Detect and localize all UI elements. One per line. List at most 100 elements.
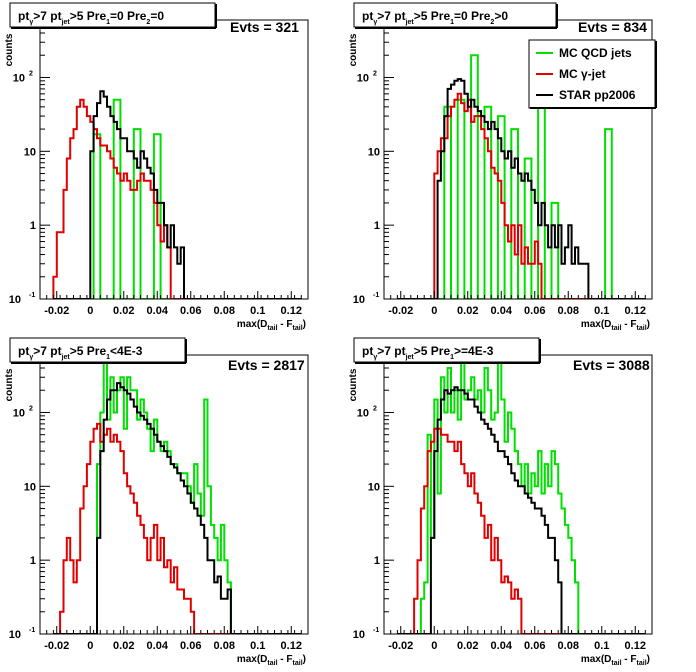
series-mc-qcd-jets-histogram	[397, 359, 646, 634]
x-tick-label: 0.06	[524, 305, 545, 317]
plot-frame	[39, 19, 309, 300]
x-tick-label: -0.02	[388, 305, 413, 317]
x-tick-label: 0	[87, 305, 93, 317]
x-tick-label: 0	[431, 305, 437, 317]
x-axis-label: max(Dtail - Ftail)	[237, 319, 306, 332]
y-tick-label: 10	[353, 629, 365, 641]
legend-entry: MC γ-jet	[559, 67, 606, 81]
legend: MC QCD jets MC γ-jet STAR pp2006	[528, 39, 657, 109]
x-tick-label: 0.04	[147, 305, 169, 317]
events-count: Evts = 834	[578, 19, 647, 35]
x-tick-label: 0.1	[250, 305, 265, 317]
x-axis-label: max(Dtail - Ftail)	[581, 654, 650, 667]
x-tick-label: 0.08	[558, 305, 579, 317]
y-tick-exponent: 2	[373, 405, 377, 412]
events-count: Evts = 321	[230, 19, 299, 35]
x-tick-label: 0.06	[524, 640, 545, 652]
series-mc-gamma-jet-histogram	[397, 92, 646, 299]
x-tick-label: 0.02	[113, 305, 134, 317]
y-tick-label: 10	[368, 146, 380, 158]
panel-title-text: ptγ>7 ptjet>5 Pre1=0 Pre2=0	[18, 9, 164, 26]
y-tick-exponent: -1	[373, 627, 379, 634]
y-tick-label: 1	[374, 555, 380, 567]
y-tick-label: 10	[13, 72, 25, 84]
panel-title-text: ptγ>7 ptjet>5 Pre1=0 Pre2>0	[362, 9, 508, 26]
series-star-pp2006-histogram	[397, 78, 646, 299]
y-tick-exponent: -1	[29, 627, 35, 634]
x-tick-label: 0.12	[281, 640, 302, 652]
y-tick-label: 10	[24, 481, 36, 493]
panel-1: -0.02 0 0.02 0.04 0.06 0.08 0.1 0.12 10 -1 1 10 10 2 c…	[4, 2, 309, 332]
y-tick-label: 10	[368, 481, 380, 493]
y-tick-label: 1	[374, 220, 380, 232]
series-star-pp2006-histogram	[53, 90, 302, 299]
x-tick-label: 0.1	[250, 640, 265, 652]
y-tick-exponent: 2	[373, 70, 377, 77]
events-count: Evts = 3088	[573, 357, 650, 373]
y-axis-label: counts	[4, 33, 15, 66]
series-mc-qcd-jets-histogram	[53, 359, 302, 634]
series-mc-gamma-jet-histogram	[52, 98, 302, 299]
x-tick-label: 0.08	[214, 305, 235, 317]
series-star-pp2006-histogram	[53, 382, 302, 634]
x-tick-label: 0.08	[214, 640, 235, 652]
x-tick-label: 0.02	[113, 640, 134, 652]
x-tick-label: 0.12	[281, 305, 302, 317]
legend-entry: MC QCD jets	[559, 46, 632, 60]
x-tick-label: 0.06	[180, 640, 201, 652]
x-tick-label: -0.02	[388, 640, 413, 652]
panel-title: ptγ>7 ptjet>5 Pre1=0 Pre2>0	[353, 2, 558, 29]
x-axis-label: max(Dtail - Ftail)	[237, 654, 306, 667]
x-tick-label: 0.04	[491, 305, 513, 317]
x-tick-label: 0.12	[625, 640, 646, 652]
y-tick-label: 10	[353, 294, 365, 306]
y-tick-exponent: 2	[29, 70, 33, 77]
x-tick-label: 0.02	[457, 305, 478, 317]
y-tick-label: 10	[357, 72, 369, 84]
y-tick-label: 10	[357, 407, 369, 419]
y-tick-label: 10	[9, 294, 21, 306]
events-count: Evts = 2817	[228, 357, 305, 373]
x-axis-label: max(Dtail - Ftail)	[581, 319, 650, 332]
x-tick-label: 0	[87, 640, 93, 652]
y-tick-label: 10	[9, 629, 21, 641]
y-tick-exponent: -1	[373, 292, 379, 299]
series-mc-qcd-jets-histogram	[397, 54, 646, 299]
panel-3: -0.02 0 0.02 0.04 0.06 0.08 0.1 0.12 10 -1 1 10 10 2 c…	[4, 337, 309, 667]
x-tick-label: 0.04	[491, 640, 513, 652]
series-mc-gamma-jet-histogram	[53, 422, 302, 634]
x-tick-label: -0.02	[44, 305, 69, 317]
x-tick-label: 0.1	[594, 640, 609, 652]
y-axis-label: counts	[4, 368, 15, 401]
x-tick-label: 0	[431, 640, 437, 652]
y-tick-label: 1	[30, 220, 36, 232]
panel-title-text: ptγ>7 ptjet>5 Pre1<4E-3	[18, 344, 143, 361]
x-tick-label: 0.04	[147, 640, 169, 652]
x-tick-label: -0.02	[44, 640, 69, 652]
x-tick-label: 0.1	[594, 305, 609, 317]
series-mc-gamma-jet-histogram	[397, 427, 646, 634]
series-star-pp2006-histogram	[397, 386, 646, 634]
plot-frame	[39, 354, 309, 635]
x-tick-label: 0.08	[558, 640, 579, 652]
panel-title: ptγ>7 ptjet>5 Pre1<4E-3	[9, 337, 187, 364]
series-mc-qcd-jets-histogram	[53, 98, 302, 299]
y-tick-label: 10	[24, 146, 36, 158]
x-tick-label: 0.06	[180, 305, 201, 317]
legend-entry: STAR pp2006	[559, 88, 636, 102]
y-tick-exponent: 2	[29, 405, 33, 412]
x-tick-label: 0.12	[625, 305, 646, 317]
x-tick-label: 0.02	[457, 640, 478, 652]
panel-title: ptγ>7 ptjet>5 Pre1>=4E-3	[353, 337, 541, 364]
panel-4: -0.02 0 0.02 0.04 0.06 0.08 0.1 0.12 10 -1 1 10 10 2 c…	[348, 337, 653, 667]
y-tick-exponent: -1	[29, 292, 35, 299]
panel-2: -0.02 0 0.02 0.04 0.06 0.08 0.1 0.12 10 -1 1 10 10 2 c…	[348, 2, 657, 332]
panel-title: ptγ>7 ptjet>5 Pre1=0 Pre2=0	[9, 2, 217, 29]
y-tick-label: 10	[13, 407, 25, 419]
y-tick-label: 1	[30, 555, 36, 567]
y-axis-label: counts	[348, 33, 359, 66]
panel-title-text: ptγ>7 ptjet>5 Pre1>=4E-3	[362, 344, 494, 361]
y-axis-label: counts	[348, 368, 359, 401]
